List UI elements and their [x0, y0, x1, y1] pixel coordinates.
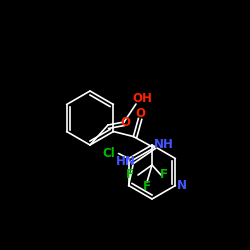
- Text: NH: NH: [154, 138, 173, 151]
- Text: F: F: [126, 168, 134, 181]
- Text: N: N: [176, 179, 186, 192]
- Text: OH: OH: [132, 92, 152, 106]
- Text: O: O: [120, 116, 130, 128]
- Text: O: O: [136, 107, 145, 120]
- Text: Cl: Cl: [102, 147, 115, 160]
- Text: F: F: [143, 180, 151, 194]
- Text: HN: HN: [116, 155, 135, 168]
- Text: F: F: [160, 168, 168, 181]
